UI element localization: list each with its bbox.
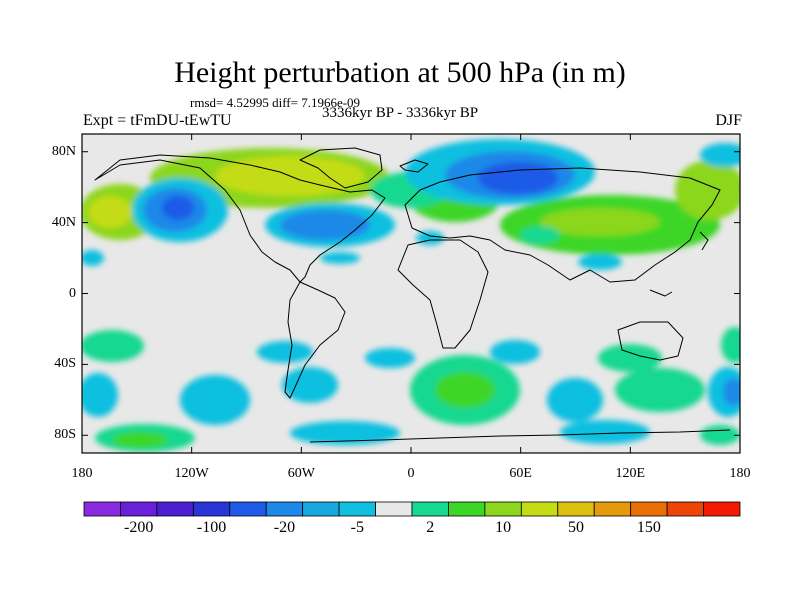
- colorbar-label: 150: [636, 519, 661, 536]
- colorbar-swatch: [83, 501, 121, 517]
- colorbar-swatch: [156, 501, 194, 517]
- coastlines: [94, 147, 731, 443]
- colorbar-label: -200: [123, 519, 154, 536]
- lat-tick-label: 40N: [51, 214, 76, 230]
- colorbar-swatch: [630, 501, 668, 517]
- colorbar-swatch: [703, 501, 741, 517]
- colorbar-swatch: [338, 501, 376, 517]
- period-label: 3336kyr BP - 3336kyr BP: [322, 105, 479, 121]
- contour-fills: [82, 139, 740, 452]
- experiment-label: Expt = tFmDU-tEwTU: [83, 112, 232, 129]
- colorbar-label: 2: [426, 519, 435, 536]
- lat-tick-label: 80S: [54, 427, 76, 443]
- colorbar-label: 50: [568, 519, 584, 536]
- lon-tick-label: 0: [407, 466, 415, 481]
- lon-tick-label: 60E: [509, 466, 532, 481]
- colorbar-swatch: [484, 501, 522, 517]
- lat-tick-label: 80N: [51, 143, 76, 159]
- lon-tick-label: 120E: [615, 466, 646, 481]
- lon-tick-label: 60W: [287, 466, 315, 481]
- colorbar: [83, 501, 741, 517]
- lon-tick-label: 180: [71, 466, 93, 481]
- colorbar-label: -100: [196, 519, 227, 536]
- lat-tick-label: 0: [69, 285, 76, 301]
- lon-tick-label: 120W: [174, 466, 209, 481]
- colorbar-swatch: [265, 501, 304, 517]
- colorbar-swatch: [411, 501, 449, 517]
- colorbar-swatch: [302, 501, 340, 517]
- lon-tick-label: 180: [729, 466, 751, 481]
- season-label: DJF: [715, 112, 742, 129]
- stats-label: rmsd= 4.52995 diff= 7.1966e-09: [190, 95, 361, 110]
- colorbar-swatch: [666, 501, 704, 517]
- colorbar-label: -20: [273, 519, 296, 536]
- colorbar-swatch: [120, 501, 158, 517]
- axis-ticks: [81, 134, 741, 453]
- colorbar-swatch: [229, 501, 267, 517]
- colorbar-label: -5: [350, 519, 364, 536]
- colorbar-swatch: [192, 501, 231, 517]
- colorbar-swatch: [593, 501, 632, 517]
- colorbar-swatch: [375, 501, 413, 517]
- colorbar-swatch: [448, 501, 486, 517]
- lat-tick-label: 40S: [54, 356, 76, 372]
- colorbar-swatch: [520, 501, 559, 517]
- colorbar-label: 10: [495, 519, 512, 536]
- plot-title: Height perturbation at 500 hPa (in m): [174, 56, 626, 89]
- colorbar-swatch: [557, 501, 595, 517]
